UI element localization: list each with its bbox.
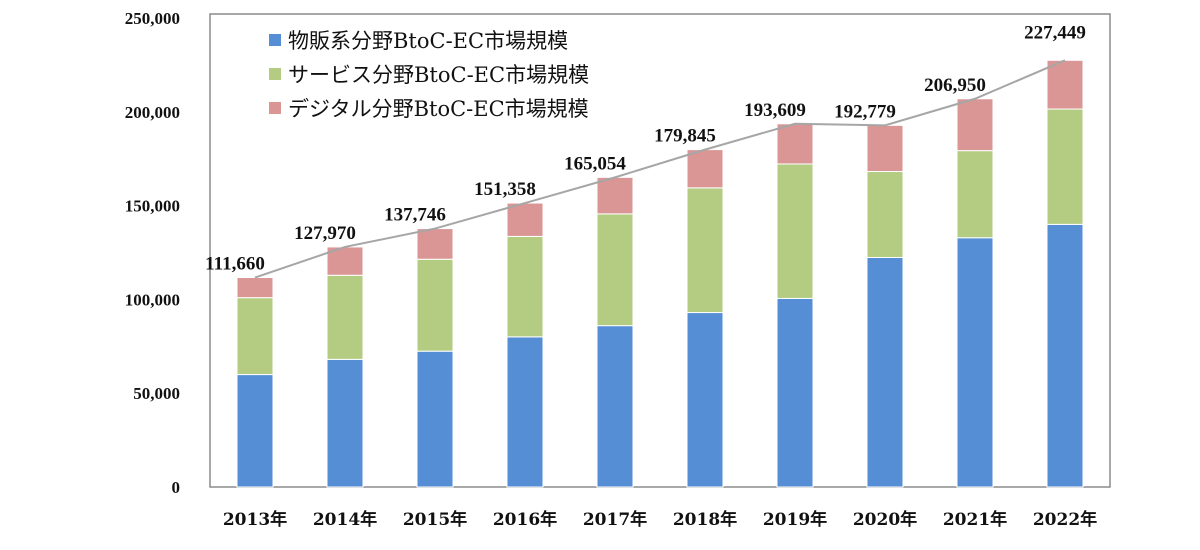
total-data-label: 137,746 <box>384 205 446 226</box>
x-tick-label: 2019年 <box>763 509 827 530</box>
x-tick-label: 2015年 <box>403 509 467 530</box>
x-tick-label: 2013年 <box>223 509 287 530</box>
total-data-label: 193,609 <box>744 100 806 121</box>
x-tick-label: 2018年 <box>673 509 737 530</box>
bar-segment-0 <box>776 297 814 488</box>
legend-swatch <box>269 102 281 114</box>
bar-segment-2 <box>1046 59 1084 110</box>
total-line <box>254 59 1066 279</box>
y-tick-label: 100,000 <box>125 290 180 309</box>
total-data-label: 227,449 <box>1024 22 1086 43</box>
bar-segment-1 <box>866 171 904 259</box>
bar-segment-2 <box>776 123 814 165</box>
total-data-label: 192,779 <box>834 101 896 122</box>
bar-segment-1 <box>326 274 364 360</box>
y-tick-label: 0 <box>172 478 181 497</box>
x-tick-label: 2017年 <box>583 509 647 530</box>
bar-segment-1 <box>1046 108 1084 225</box>
bar-segment-1 <box>506 235 544 338</box>
bar-segment-0 <box>326 358 364 488</box>
bar-segment-2 <box>686 149 724 189</box>
bar-segment-0 <box>236 374 274 488</box>
total-data-label: 165,054 <box>564 153 626 174</box>
bar-segment-1 <box>956 150 994 239</box>
legend-swatch <box>269 34 281 46</box>
bar-segment-2 <box>956 98 994 152</box>
legend-label: デジタル分野BtoC-EC市場規模 <box>288 97 589 121</box>
bar-segment-0 <box>866 257 904 488</box>
bar-segment-1 <box>686 187 724 314</box>
bar-segment-0 <box>1046 223 1084 488</box>
total-data-label: 111,660 <box>205 254 265 275</box>
total-data-label: 127,970 <box>294 223 356 244</box>
y-tick-label: 200,000 <box>125 103 180 122</box>
bar-segment-0 <box>686 312 724 488</box>
legend-label: 物販系分野BtoC-EC市場規模 <box>288 29 568 53</box>
bar-segment-1 <box>416 258 454 352</box>
bar-segment-1 <box>596 213 634 327</box>
bar-segment-2 <box>596 176 634 215</box>
bar-segment-0 <box>506 336 544 488</box>
total-data-label: 179,845 <box>654 126 716 147</box>
bar-segment-2 <box>236 277 274 299</box>
y-tick-label: 250,000 <box>125 9 180 28</box>
x-tick-label: 2021年 <box>943 509 1007 530</box>
legend-swatch <box>269 68 281 80</box>
bar-segment-2 <box>866 124 904 173</box>
bar-segment-1 <box>236 297 274 376</box>
y-tick-label: 150,000 <box>125 197 180 216</box>
total-data-label: 206,950 <box>924 75 986 96</box>
x-tick-label: 2020年 <box>853 509 917 530</box>
bar-segment-0 <box>596 325 634 488</box>
x-tick-label: 2016年 <box>493 509 557 530</box>
bar-segment-0 <box>416 350 454 488</box>
legend-label: サービス分野BtoC-EC市場規模 <box>288 63 589 87</box>
bar-segment-1 <box>776 163 814 299</box>
plot-frame <box>209 13 1111 488</box>
y-tick-label: 50,000 <box>133 384 180 403</box>
bar-segment-2 <box>506 202 544 237</box>
bar-segment-2 <box>416 228 454 260</box>
total-data-label: 151,358 <box>474 179 536 200</box>
x-tick-label: 2022年 <box>1033 509 1097 530</box>
bar-segment-0 <box>956 237 994 488</box>
x-tick-label: 2014年 <box>313 509 377 530</box>
